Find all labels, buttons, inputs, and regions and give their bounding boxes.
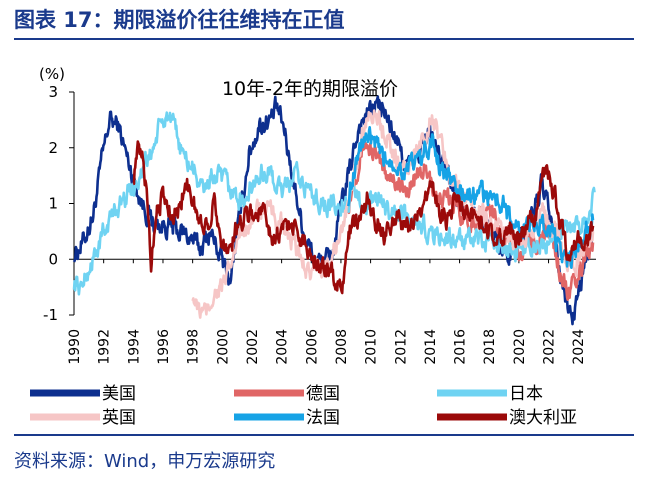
- x-tick-label: 1996: [156, 329, 172, 365]
- series-layer: [72, 95, 596, 326]
- x-tick-label: 2006: [304, 329, 320, 365]
- figure-title: 图表 17：期限溢价往往维持在正值: [14, 8, 345, 32]
- y-tick-label: 0: [48, 250, 58, 268]
- x-tick-label: 2004: [275, 329, 291, 365]
- x-tick-label: 2010: [364, 329, 380, 365]
- x-tick-label: 2022: [542, 329, 558, 365]
- x-tick-label: 2008: [334, 329, 350, 365]
- y-tick-label: 1: [48, 195, 58, 213]
- series-line: [72, 95, 594, 326]
- x-tick-label: 2014: [423, 329, 439, 365]
- y-tick-label: 2: [48, 139, 58, 157]
- legend-label: 德国: [306, 384, 340, 404]
- title-rule: [14, 38, 634, 40]
- series-line: [347, 126, 595, 269]
- x-tick-label: 2020: [512, 329, 528, 365]
- legend-label: 日本: [509, 384, 543, 404]
- x-tick-label: 1994: [126, 329, 142, 365]
- source-rule: [14, 434, 634, 436]
- legend-label: 英国: [102, 408, 136, 428]
- y-tick-label: -1: [43, 306, 58, 324]
- x-tick-label: 2024: [571, 329, 587, 365]
- x-tick-label: 2002: [245, 329, 261, 365]
- x-tick-label: 2012: [393, 329, 409, 365]
- x-tick-label: 1998: [186, 329, 202, 365]
- x-tick-label: 2000: [215, 329, 231, 365]
- x-tick-label: 1990: [67, 329, 83, 365]
- y-axis-label: (%): [39, 65, 65, 83]
- series-line: [132, 140, 595, 295]
- series-line: [72, 111, 596, 296]
- x-tick-label: 1992: [97, 329, 113, 365]
- axes: -1 0 1 2 3 1990 1992 1994 1996 1998 2000 2002 2004 20…: [43, 83, 596, 365]
- source-note: 资料来源：Wind，申万宏源研究: [14, 451, 276, 472]
- legend-label: 澳大利亚: [509, 408, 577, 428]
- y-tick-label: 3: [48, 83, 58, 101]
- x-tick-label: 2016: [453, 329, 469, 365]
- legend-label: 美国: [102, 384, 136, 404]
- chart-title: 10年-2年的期限溢价: [222, 78, 398, 100]
- legend-label: 法国: [306, 408, 340, 428]
- x-tick-label: 2018: [482, 329, 498, 365]
